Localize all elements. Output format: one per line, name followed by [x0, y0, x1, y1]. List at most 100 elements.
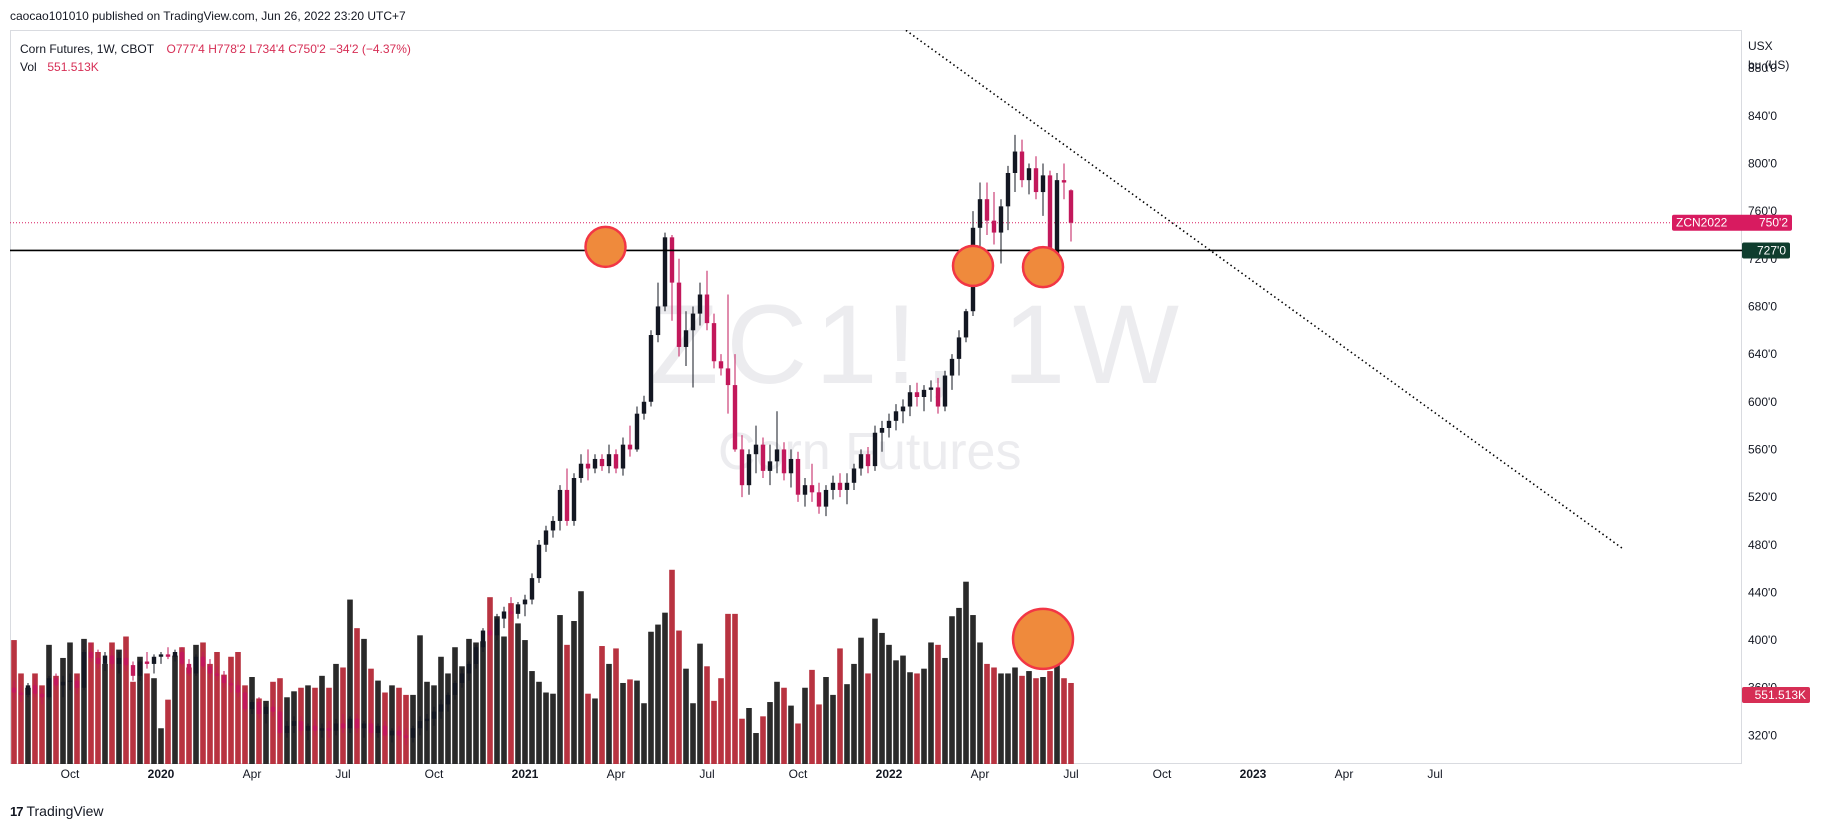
candle-body: [690, 313, 696, 331]
volume-bar: [165, 699, 171, 764]
time-tick-label: Apr: [607, 767, 626, 781]
price-tick-label: 520'0: [1748, 490, 1777, 504]
volume-bar: [480, 641, 486, 764]
volume-bar: [452, 647, 458, 764]
candle-body: [767, 461, 773, 471]
candle-body: [732, 385, 738, 450]
candle-body: [606, 454, 612, 467]
volume-bar: [816, 704, 822, 764]
candle-body: [613, 454, 619, 469]
candle-body: [578, 463, 584, 479]
volume-bar: [928, 642, 934, 764]
price-tick-label: 880'0: [1748, 61, 1777, 75]
candle-body: [396, 730, 402, 736]
volume-axis-label-bg: [1742, 686, 1810, 703]
candle-body: [25, 685, 31, 695]
candle-body: [571, 478, 577, 521]
price-tick-label: 840'0: [1748, 109, 1777, 123]
candle-body: [417, 721, 423, 729]
volume-bar: [984, 663, 990, 764]
volume-highlight-marker[interactable]: [1011, 607, 1075, 671]
legend-volume-label[interactable]: Vol: [20, 60, 37, 74]
price-tick-label: 480'0: [1748, 538, 1777, 552]
candle-body: [53, 678, 59, 686]
volume-bar: [123, 636, 129, 764]
candle-body: [263, 706, 269, 714]
candle-body: [144, 661, 150, 664]
volume-bar: [648, 631, 654, 764]
volume-axis-label-value: 551.513K: [1755, 688, 1806, 702]
price-highlight-marker[interactable]: [584, 225, 627, 269]
candle-body: [956, 337, 962, 359]
price-tick-label: 680'0: [1748, 299, 1777, 313]
volume-bar: [249, 677, 255, 764]
legend-symbol-label[interactable]: Corn Futures, 1W, CBOT: [20, 42, 154, 56]
candle-body: [277, 711, 283, 734]
candle-body: [333, 723, 339, 731]
volume-bar: [1040, 677, 1046, 764]
candle-body: [221, 675, 227, 683]
time-tick-label: Jul: [1063, 767, 1078, 781]
candle-body: [963, 311, 969, 338]
volume-bar: [578, 591, 584, 764]
volume-bar: [39, 685, 45, 764]
candle-body: [760, 444, 766, 471]
candle-body: [81, 651, 87, 688]
candle-body: [361, 723, 367, 729]
volume-bar: [1068, 682, 1074, 764]
volume-bar: [683, 668, 689, 764]
price-highlight-marker[interactable]: [1021, 245, 1065, 289]
candle-body: [746, 454, 752, 486]
volume-bar: [81, 638, 87, 764]
volume-bar: [214, 651, 220, 764]
candle-body: [410, 728, 416, 738]
volume-bar: [186, 667, 192, 764]
volume-bar: [977, 642, 983, 764]
candle-body: [1033, 168, 1039, 193]
candle-body: [116, 657, 122, 664]
volume-bar: [732, 613, 738, 764]
candle-body: [158, 654, 164, 657]
candle-body: [445, 694, 451, 705]
price-highlight-marker[interactable]: [951, 244, 995, 288]
candle-body: [774, 449, 780, 462]
candle-body: [823, 489, 829, 507]
volume-bar: [613, 648, 619, 764]
time-tick-label: 2021: [512, 767, 539, 781]
candle-body: [368, 723, 374, 734]
volume-bar: [676, 630, 682, 764]
candle-body: [102, 655, 108, 664]
volume-bar: [501, 636, 507, 764]
volume-bar: [11, 640, 17, 764]
volume-bar: [487, 597, 493, 764]
volume-bar: [256, 698, 262, 764]
price-tick-label: 600'0: [1748, 395, 1777, 409]
volume-bar: [1033, 678, 1039, 764]
candle-body: [1005, 172, 1011, 207]
price-tick-label: 320'0: [1748, 728, 1777, 742]
candle-body: [1019, 151, 1025, 181]
volume-bar: [193, 644, 199, 764]
volume-bar: [60, 657, 66, 764]
candle-body: [501, 611, 507, 619]
volume-bar: [270, 681, 276, 764]
volume-bar: [774, 681, 780, 764]
time-tick-label: Oct: [1153, 767, 1172, 781]
volume-bar: [942, 657, 948, 764]
candle-body: [564, 489, 570, 521]
candle-body: [991, 220, 997, 233]
candle-body: [340, 723, 346, 729]
candle-body: [543, 530, 549, 545]
volume-bar: [851, 663, 857, 764]
volume-bar: [18, 673, 24, 764]
trendline[interactable]: [833, 0, 1625, 551]
volume-bar: [158, 728, 164, 764]
volume-bar: [1047, 671, 1053, 764]
candle-body: [494, 618, 500, 636]
volume-bar: [809, 669, 815, 764]
tradingview-logo[interactable]: 17 TradingView: [10, 803, 104, 819]
candle-body: [137, 661, 143, 676]
volume-bar: [144, 673, 150, 764]
volume-bar: [865, 673, 871, 764]
